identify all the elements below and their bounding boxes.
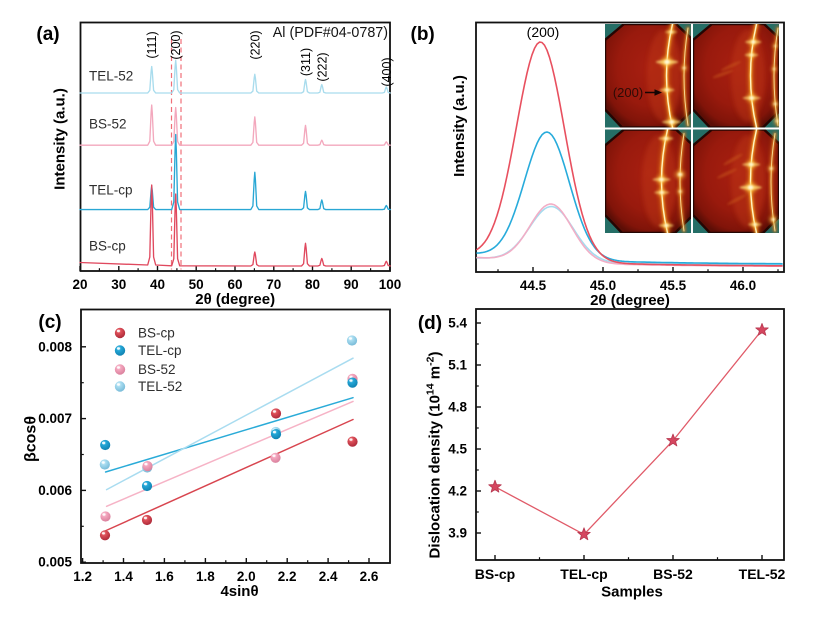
- svg-text:(200): (200): [613, 85, 643, 100]
- svg-text:4.5: 4.5: [448, 442, 467, 457]
- svg-text:TEL-52: TEL-52: [138, 379, 182, 394]
- svg-text:2.2: 2.2: [278, 569, 297, 584]
- svg-text:(200): (200): [169, 30, 183, 59]
- svg-text:2θ (degree): 2θ (degree): [590, 292, 670, 309]
- svg-text:2.4: 2.4: [319, 569, 338, 584]
- svg-text:Intensity (a.u.): Intensity (a.u.): [451, 75, 468, 177]
- svg-text:44.5: 44.5: [520, 278, 547, 293]
- svg-text:Intensity (a.u.): Intensity (a.u.): [52, 88, 69, 190]
- svg-text:(111): (111): [145, 31, 159, 58]
- svg-text:45.0: 45.0: [590, 278, 616, 293]
- svg-text:5.4: 5.4: [448, 316, 467, 331]
- svg-text:TEL-cp: TEL-cp: [138, 343, 182, 358]
- svg-text:2.0: 2.0: [237, 569, 256, 584]
- svg-text:1.8: 1.8: [196, 569, 215, 584]
- svg-text:45.5: 45.5: [660, 278, 687, 293]
- svg-text:3.9: 3.9: [448, 526, 467, 541]
- svg-text:(200): (200): [527, 24, 560, 40]
- svg-text:Samples: Samples: [601, 584, 663, 601]
- svg-text:0.008: 0.008: [38, 339, 72, 354]
- svg-text:4.2: 4.2: [448, 484, 467, 499]
- svg-text:(d): (d): [418, 313, 442, 334]
- svg-text:TEL-52: TEL-52: [739, 566, 786, 582]
- svg-text:100: 100: [379, 277, 402, 292]
- svg-text:30: 30: [111, 277, 126, 292]
- svg-text:(311): (311): [299, 48, 313, 76]
- svg-text:40: 40: [150, 277, 165, 292]
- svg-text:Dislocation density (1014 m-2): Dislocation density (1014 m-2): [425, 352, 444, 559]
- svg-text:TEL-52: TEL-52: [89, 69, 133, 84]
- svg-text:BS-52: BS-52: [89, 117, 127, 132]
- svg-text:5.1: 5.1: [448, 358, 467, 373]
- svg-text:(b): (b): [411, 24, 435, 45]
- svg-text:46.0: 46.0: [730, 278, 756, 293]
- svg-text:TEL-cp: TEL-cp: [89, 183, 133, 198]
- svg-text:(222): (222): [315, 52, 329, 81]
- svg-text:1.2: 1.2: [73, 569, 92, 584]
- svg-text:BS-cp: BS-cp: [475, 566, 515, 582]
- svg-text:20: 20: [72, 277, 87, 292]
- svg-text:(c): (c): [38, 312, 61, 333]
- svg-text:4sinθ: 4sinθ: [220, 583, 258, 600]
- svg-text:(400): (400): [380, 57, 394, 86]
- svg-text:(220): (220): [248, 30, 262, 59]
- svg-text:TEL-cp: TEL-cp: [560, 566, 607, 582]
- svg-text:βcosθ: βcosθ: [23, 416, 40, 462]
- svg-text:70: 70: [266, 277, 281, 292]
- svg-text:60: 60: [227, 277, 242, 292]
- svg-text:1.6: 1.6: [155, 569, 174, 584]
- svg-text:0.007: 0.007: [38, 411, 72, 426]
- svg-text:80: 80: [305, 277, 320, 292]
- svg-text:BS-cp: BS-cp: [89, 239, 126, 254]
- svg-text:4.8: 4.8: [448, 400, 467, 415]
- svg-text:(a): (a): [36, 24, 59, 45]
- svg-text:50: 50: [189, 277, 204, 292]
- svg-text:BS-52: BS-52: [653, 566, 693, 582]
- svg-text:90: 90: [344, 277, 359, 292]
- svg-text:Al (PDF#04-0787): Al (PDF#04-0787): [273, 25, 388, 41]
- svg-text:BS-cp: BS-cp: [138, 326, 175, 341]
- svg-text:0.006: 0.006: [38, 483, 72, 498]
- svg-text:2θ (degree): 2θ (degree): [195, 291, 275, 308]
- svg-text:1.4: 1.4: [114, 569, 133, 584]
- svg-text:2.6: 2.6: [360, 569, 379, 584]
- svg-text:BS-52: BS-52: [138, 362, 176, 377]
- svg-text:0.005: 0.005: [38, 555, 72, 570]
